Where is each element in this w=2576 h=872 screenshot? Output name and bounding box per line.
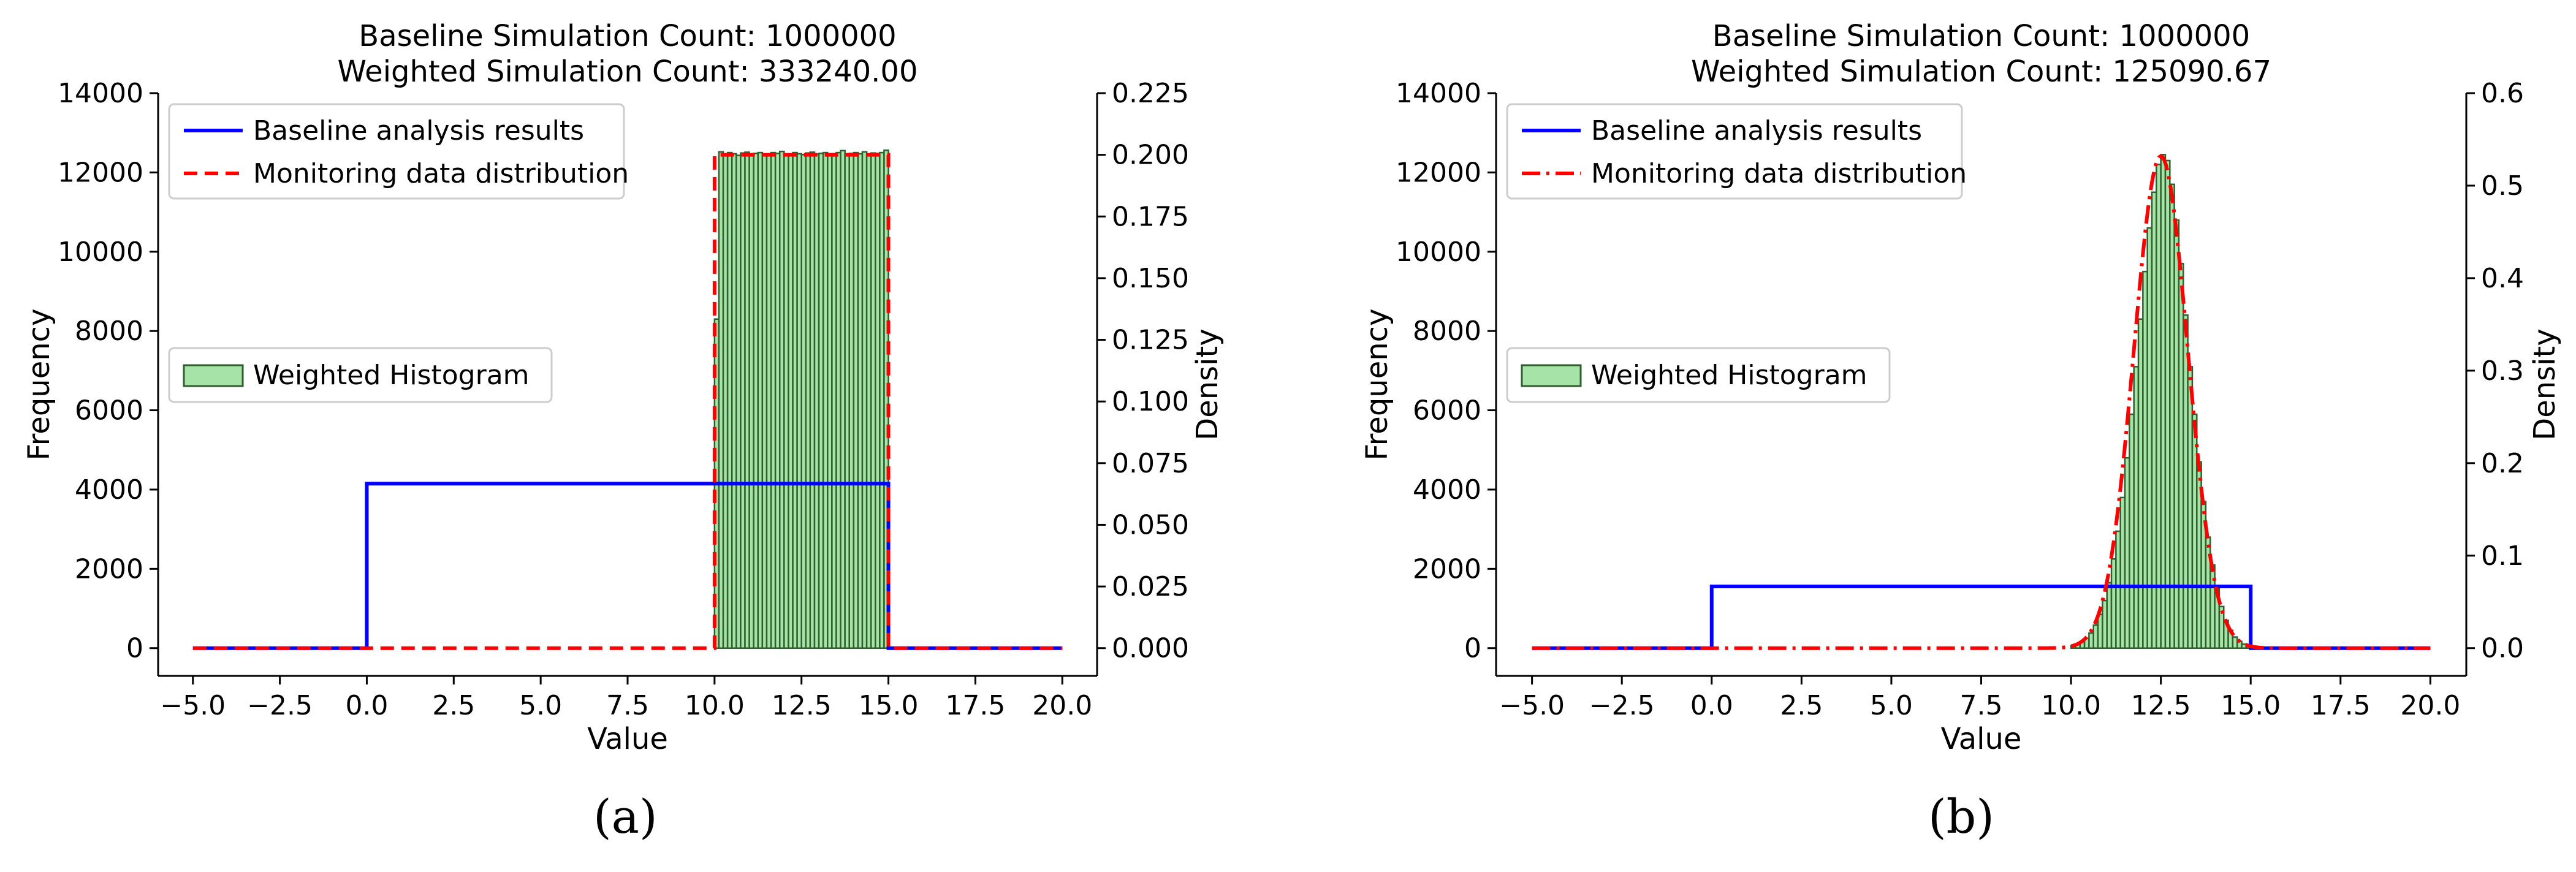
x-tick-label: 12.5 <box>772 690 832 721</box>
chart-panel-a: −5.0 −2.5 0.0 2.5 5.0 7.5 10.0 12.5 15.0 17.5 20.0… <box>22 19 1225 756</box>
x-tick-label: 0.0 <box>345 690 388 721</box>
x-tick-label: −5.0 <box>1499 690 1565 721</box>
x-tick-label: −5.0 <box>160 690 226 721</box>
y-axis-label: Frequency <box>1360 309 1394 461</box>
x-tick-label: 2.5 <box>432 690 475 721</box>
baseline-curve <box>192 482 1063 650</box>
chart-panel-b: −5.0 −2.5 0.0 2.5 5.0 7.5 10.0 12.5 15.0 17.5 20.0… <box>1360 19 2562 756</box>
y-right-tick-label: 0.125 <box>1112 325 1189 356</box>
legend-label: Weighted Histogram <box>253 360 530 391</box>
y-right-tick-label: 0.075 <box>1112 448 1189 479</box>
y-tick-label: 8000 <box>1413 316 1481 347</box>
y-tick-label: 8000 <box>75 316 143 347</box>
y-right-tick-label: 0.175 <box>1112 201 1189 232</box>
y-tick-label: 14000 <box>58 78 143 109</box>
legend-hist-swatch <box>183 364 244 387</box>
x-axis-label: Value <box>587 722 668 756</box>
chart-title: Baseline Simulation Count: 1000000 <box>1712 19 2250 53</box>
y-right-tick-label: 0.150 <box>1112 263 1189 294</box>
legend-histogram: Weighted Histogram <box>1506 347 1891 403</box>
y-right-tick-label: 0.5 <box>2481 170 2524 202</box>
y-tick-label: 0 <box>126 633 143 664</box>
legend-box <box>1506 347 1891 403</box>
x-tick-label: 12.5 <box>2131 690 2191 721</box>
y-tick-label: 12000 <box>58 157 143 188</box>
y-right-axis-label: Density <box>1190 328 1225 440</box>
y-right-tick-label: 0.100 <box>1112 386 1189 417</box>
y-tick-label: 14000 <box>1396 78 1481 109</box>
monitoring-curve <box>192 153 1063 650</box>
y-right-tick-label: 0.6 <box>2481 78 2524 109</box>
x-tick-label: −2.5 <box>1589 690 1655 721</box>
y-right-tick-label: 0.3 <box>2481 355 2524 387</box>
y-tick-label: 6000 <box>1413 395 1481 427</box>
x-tick-label: 7.5 <box>1960 690 2003 721</box>
legend-hist-swatch <box>1521 364 1582 387</box>
baseline-curve <box>1532 585 2431 650</box>
legend-label: Monitoring data distribution <box>253 158 629 189</box>
x-tick-label: −2.5 <box>247 690 313 721</box>
x-tick-label: 20.0 <box>1032 690 1092 721</box>
chart-title: Baseline Simulation Count: 1000000 <box>359 19 896 53</box>
legend-box <box>1506 103 1963 200</box>
x-tick-label: 5.0 <box>519 690 562 721</box>
y-right-axis-label: Density <box>2528 328 2562 440</box>
y-right-tick-label: 0.0 <box>2481 633 2524 664</box>
legend-lines: Baseline analysis results Monitoring data… <box>1506 103 1967 200</box>
y-tick-label: 4000 <box>75 474 143 506</box>
y-tick-label: 4000 <box>1413 474 1481 506</box>
y-tick-label: 10000 <box>58 237 143 268</box>
x-tick-label: 17.5 <box>945 690 1005 721</box>
x-tick-label: 2.5 <box>1780 690 1823 721</box>
y-right-tick-label: 0.050 <box>1112 509 1189 540</box>
x-tick-label: 5.0 <box>1870 690 1913 721</box>
x-tick-label: 10.0 <box>685 690 745 721</box>
legend-label: Baseline analysis results <box>1591 115 1922 146</box>
x-tick-label: 10.0 <box>2041 690 2101 721</box>
chart-subtitle: Weighted Simulation Count: 125090.67 <box>1691 55 2271 89</box>
y-tick-label: 10000 <box>1396 237 1481 268</box>
monitoring-curve <box>1532 154 2431 650</box>
x-tick-label: 7.5 <box>606 690 649 721</box>
legend-lines: Baseline analysis results Monitoring data… <box>168 103 629 200</box>
y-tick-label: 2000 <box>75 553 143 585</box>
legend-box <box>168 103 625 200</box>
y-right-tick-label: 0.025 <box>1112 571 1189 602</box>
legend-label: Monitoring data distribution <box>1591 158 1967 189</box>
y-tick-label: 2000 <box>1413 553 1481 585</box>
x-tick-label: 0.0 <box>1690 690 1733 721</box>
panel-label-b: (b) <box>1928 789 1994 844</box>
y-axis-label: Frequency <box>22 309 56 461</box>
y-right-tick-label: 0.000 <box>1112 633 1189 664</box>
y-right-tick-label: 0.4 <box>2481 263 2524 294</box>
x-tick-label: 20.0 <box>2400 690 2460 721</box>
y-tick-label: 6000 <box>75 395 143 427</box>
panel-label-a: (a) <box>593 789 658 844</box>
x-tick-label: 15.0 <box>2221 690 2281 721</box>
x-axis-label: Value <box>1941 722 2022 756</box>
chart-subtitle: Weighted Simulation Count: 333240.00 <box>338 55 918 89</box>
y-right-tick-label: 0.1 <box>2481 540 2524 572</box>
y-right-tick-label: 0.225 <box>1112 78 1189 109</box>
y-right-tick-label: 0.2 <box>2481 448 2524 479</box>
legend-label: Weighted Histogram <box>1591 360 1867 391</box>
y-tick-label: 0 <box>1464 633 1481 664</box>
histogram-bar <box>883 149 889 649</box>
y-right-tick-label: 0.200 <box>1112 140 1189 171</box>
x-tick-label: 17.5 <box>2311 690 2371 721</box>
x-tick-label: 15.0 <box>859 690 919 721</box>
y-tick-label: 12000 <box>1396 157 1481 188</box>
legend-box <box>168 347 553 403</box>
legend-histogram: Weighted Histogram <box>168 347 553 403</box>
legend-label: Baseline analysis results <box>253 115 584 146</box>
